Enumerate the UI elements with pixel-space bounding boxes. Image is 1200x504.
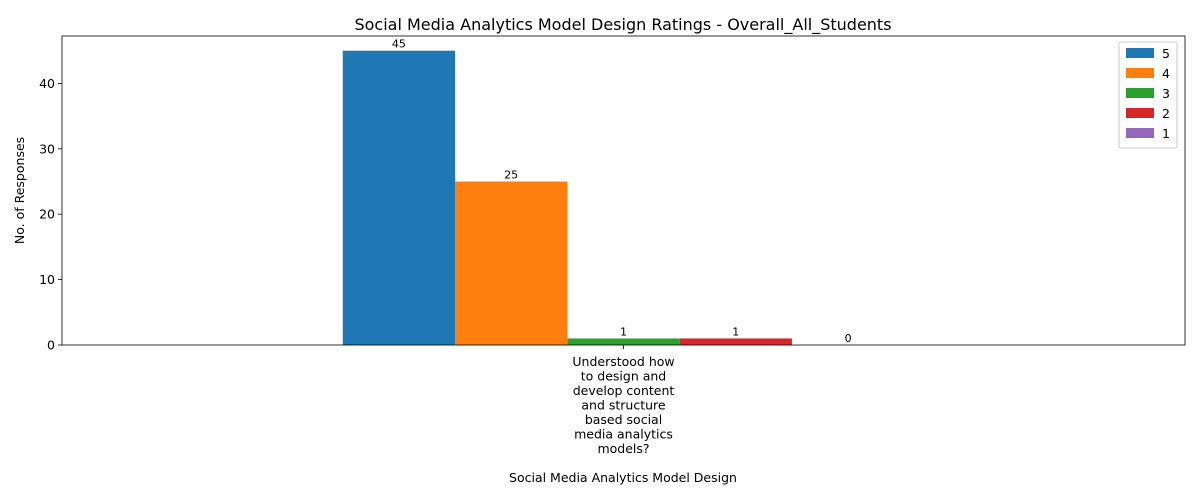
y-axis-label: No. of Responses — [12, 137, 27, 244]
x-tick-label: Understood how to design and develop conte… — [572, 354, 674, 456]
y-tick-label: 10 — [39, 272, 55, 287]
bar-series-2 — [679, 338, 792, 345]
legend-label-3: 3 — [1162, 86, 1170, 101]
legend-swatch-3 — [1126, 88, 1154, 98]
y-tick-label: 30 — [39, 141, 55, 156]
data-label-series-5: 45 — [392, 38, 406, 51]
legend-swatch-4 — [1126, 68, 1154, 78]
y-tick-label: 20 — [39, 207, 55, 222]
legend-label-5: 5 — [1162, 46, 1170, 61]
legend: 5 4 3 2 1 — [1118, 41, 1178, 149]
data-label-series-2: 1 — [732, 325, 739, 338]
bar-series-4 — [455, 181, 568, 345]
legend-label-2: 2 — [1162, 106, 1170, 121]
chart-title: Social Media Analytics Model Design Rati… — [354, 15, 891, 35]
legend-swatch-2 — [1126, 108, 1154, 118]
bar-series-3 — [567, 338, 680, 345]
data-label-series-4: 25 — [504, 169, 518, 182]
y-tick-label: 0 — [47, 338, 55, 353]
legend-label-1: 1 — [1162, 126, 1170, 141]
data-label-series-3: 1 — [620, 325, 627, 338]
data-label-series-1: 0 — [845, 332, 852, 345]
legend-label-4: 4 — [1162, 66, 1170, 81]
x-axis-label: Social Media Analytics Model Design — [509, 470, 737, 485]
legend-swatch-1 — [1126, 128, 1154, 138]
bar-series-5 — [342, 50, 456, 346]
legend-swatch-5 — [1126, 48, 1154, 58]
y-tick-label: 40 — [39, 76, 55, 91]
